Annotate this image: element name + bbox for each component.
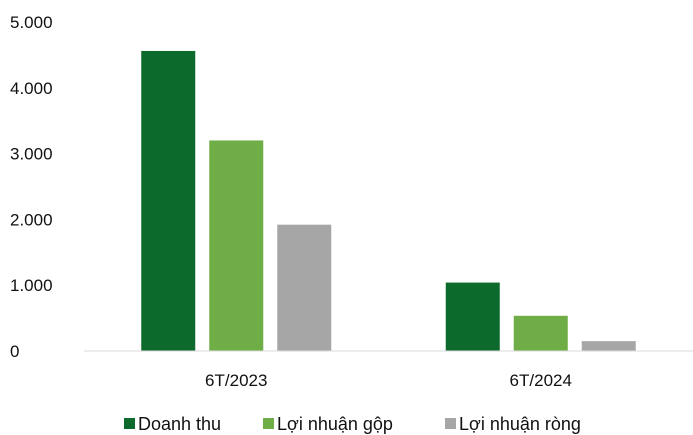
legend-swatch-3 (445, 418, 456, 429)
bar-1-1 (141, 50, 196, 352)
legend-label-3: Lợi nhuận ròng (459, 414, 581, 434)
legend-swatch-2 (263, 418, 274, 429)
bar-3-1 (277, 224, 332, 351)
y-tick-label: 0 (10, 342, 19, 361)
y-tick-label: 3.000 (10, 145, 53, 164)
bar-2-1 (209, 140, 264, 351)
bar-1-2 (445, 282, 500, 351)
y-axis: 0 1.000 2.000 3.000 4.000 5.000 (10, 13, 53, 361)
x-tick-label: 6T/2023 (205, 371, 267, 390)
legend-swatch-1 (124, 418, 135, 429)
x-tick-label: 6T/2024 (510, 371, 572, 390)
legend-label-1: Doanh thu (138, 414, 221, 434)
bars (141, 50, 636, 352)
y-tick-label: 5.000 (10, 13, 53, 32)
bar-3-2 (581, 341, 636, 351)
x-axis: 6T/2023 6T/2024 (205, 371, 572, 390)
bar-2-2 (513, 315, 568, 351)
y-tick-label: 2.000 (10, 210, 53, 229)
y-tick-label: 1.000 (10, 276, 53, 295)
legend: Doanh thu Lợi nhuận gộp Lợi nhuận ròng (124, 414, 581, 434)
legend-label-2: Lợi nhuận gộp (277, 414, 393, 434)
y-tick-label: 4.000 (10, 79, 53, 98)
